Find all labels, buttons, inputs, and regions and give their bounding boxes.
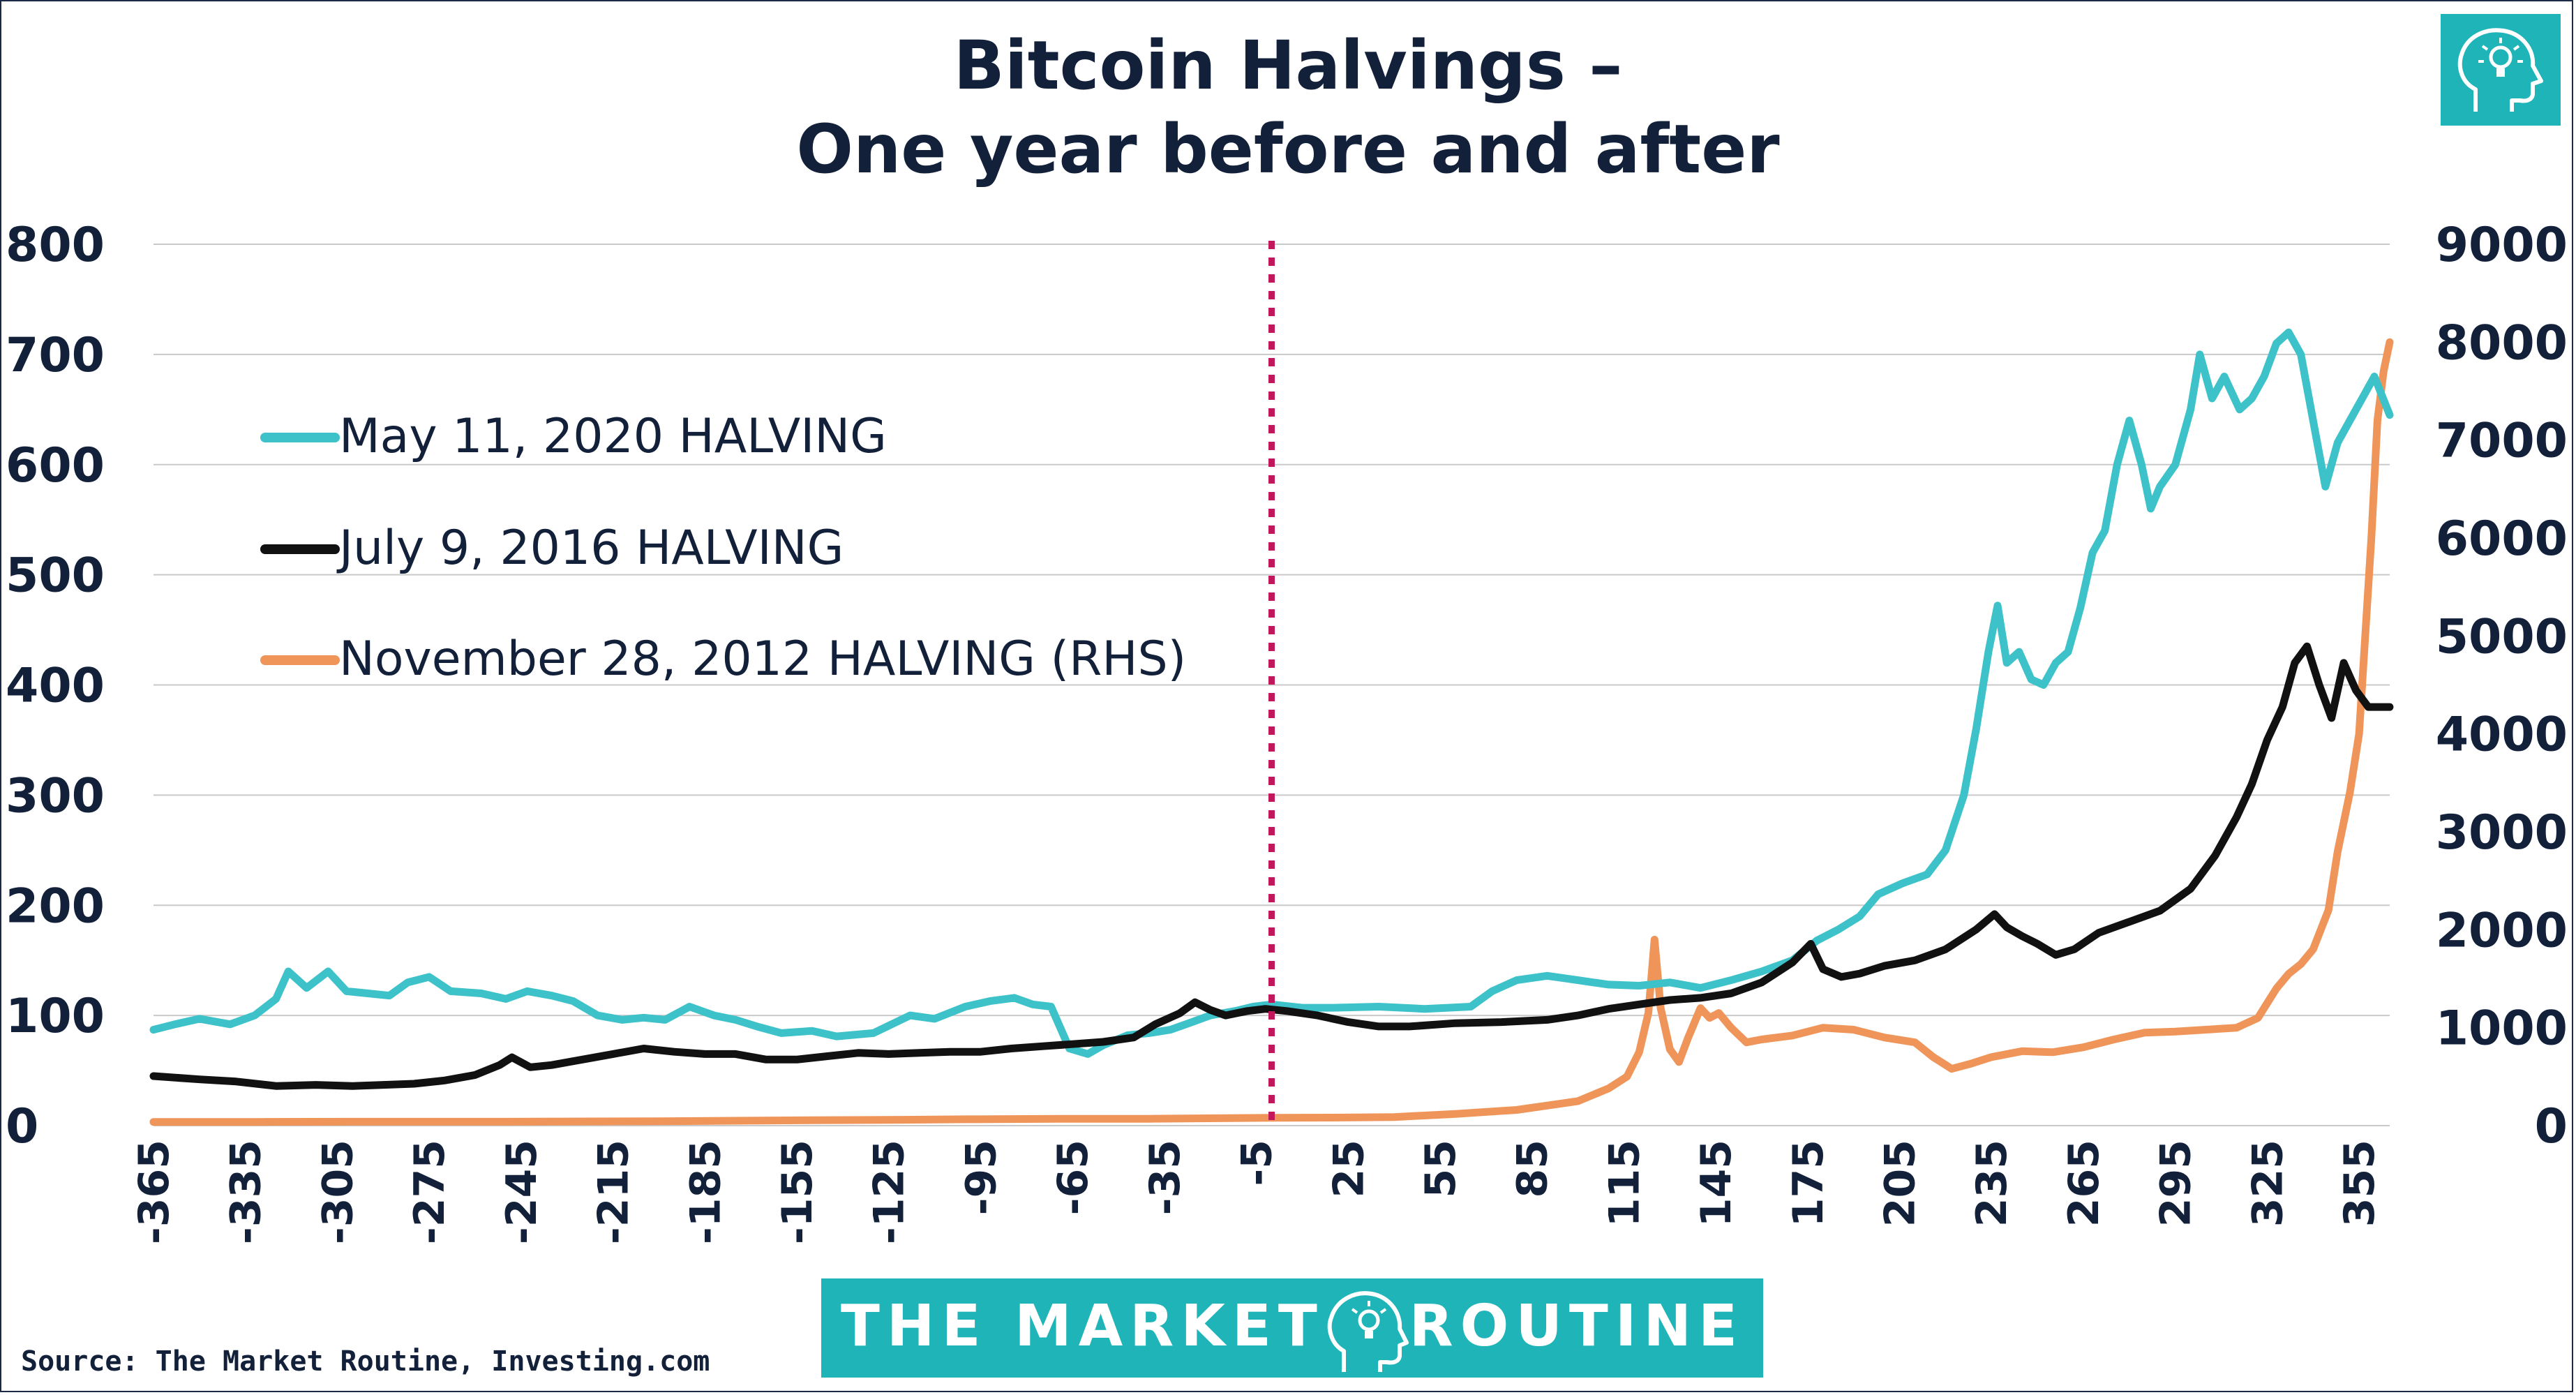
x-tick-label: -65 — [1049, 1140, 1098, 1215]
x-tick-label: 325 — [2243, 1140, 2292, 1227]
x-tick-label: -125 — [865, 1140, 914, 1244]
right-axis-ticks: 0 1000 2000 3000 4000 5000 6000 7000 8000 9000 — [2436, 218, 2568, 1154]
x-tick-label: -185 — [681, 1140, 730, 1244]
legend-label-2016: July 9, 2016 HALVING — [336, 521, 844, 576]
y2-tick-label: 8000 — [2436, 315, 2568, 371]
x-tick-label: 25 — [1324, 1140, 1373, 1198]
head-lightbulb-icon — [2441, 14, 2561, 126]
x-tick-label: -215 — [590, 1140, 638, 1244]
series-line-1 — [149, 642, 2394, 1090]
series-line-0 — [149, 328, 2394, 1058]
y2-tick-label: 5000 — [2436, 609, 2568, 664]
x-tick-label: -275 — [405, 1140, 454, 1244]
y-tick-label: 0 — [6, 1099, 38, 1154]
x-tick-label: 235 — [1968, 1140, 2016, 1227]
source-note: Source: The Market Routine, Investing.co… — [21, 1345, 710, 1378]
x-tick-label: 55 — [1416, 1140, 1465, 1198]
series-lines — [149, 328, 2394, 1126]
y-tick-label: 500 — [6, 549, 105, 604]
x-tick-label: -305 — [313, 1140, 362, 1244]
brand-banner: THE MARKET ROUTINE — [821, 1278, 1763, 1378]
brand-name-left: THE MARKET — [841, 1293, 1324, 1359]
y2-tick-label: 7000 — [2436, 414, 2568, 469]
x-axis-ticks: -365 -335 -305 -275 -245 -215 -185 -155 -125 -95-… — [130, 1140, 2384, 1244]
y2-tick-label: 3000 — [2436, 805, 2568, 860]
y-tick-label: 300 — [6, 768, 105, 823]
x-tick-label: -365 — [130, 1140, 179, 1244]
x-tick-label: 355 — [2335, 1140, 2384, 1227]
x-tick-label: 175 — [1784, 1140, 1833, 1227]
legend: May 11, 2020 HALVING July 9, 2016 HALVIN… — [260, 409, 1186, 687]
y-tick-label: 700 — [6, 328, 105, 383]
y2-tick-label: 4000 — [2436, 708, 2568, 763]
y-tick-label: 800 — [6, 218, 105, 273]
left-axis-ticks: 0 100 200 300 400 500 600 700 800 — [6, 218, 105, 1154]
y-tick-label: 100 — [6, 989, 105, 1044]
x-tick-label: 295 — [2152, 1140, 2201, 1227]
x-tick-label: -335 — [222, 1140, 271, 1244]
brand-name-right: ROUTINE — [1409, 1293, 1744, 1359]
x-tick-label: 265 — [2060, 1140, 2109, 1227]
x-tick-label: -155 — [773, 1140, 822, 1244]
y2-tick-label: 0 — [2535, 1099, 2568, 1154]
y-tick-label: 400 — [6, 659, 105, 714]
legend-label-2020: May 11, 2020 HALVING — [339, 409, 887, 464]
x-tick-label: 205 — [1876, 1140, 1925, 1227]
y2-tick-label: 6000 — [2436, 512, 2568, 567]
y-tick-label: 600 — [6, 438, 105, 493]
x-tick-label: 85 — [1508, 1140, 1557, 1198]
x-tick-label: 115 — [1600, 1140, 1649, 1227]
y2-tick-label: 2000 — [2436, 903, 2568, 958]
x-tick-label: 145 — [1692, 1140, 1741, 1227]
legend-label-2012: November 28, 2012 HALVING (RHS) — [339, 632, 1186, 687]
x-tick-label: -5 — [1233, 1140, 1282, 1186]
x-tick-label: -95 — [957, 1140, 1005, 1215]
y-tick-label: 200 — [6, 879, 105, 934]
chart-title-line-2: One year before and after — [796, 110, 1780, 188]
chart-title-line-1: Bitcoin Halvings – — [954, 27, 1623, 105]
x-tick-label: -35 — [1141, 1140, 1190, 1215]
y2-tick-label: 1000 — [2436, 1001, 2568, 1057]
y2-tick-label: 9000 — [2436, 218, 2568, 273]
x-tick-label: -245 — [497, 1140, 546, 1244]
head-lightbulb-icon — [1327, 1291, 1409, 1372]
series-line-2 — [149, 338, 2394, 1126]
